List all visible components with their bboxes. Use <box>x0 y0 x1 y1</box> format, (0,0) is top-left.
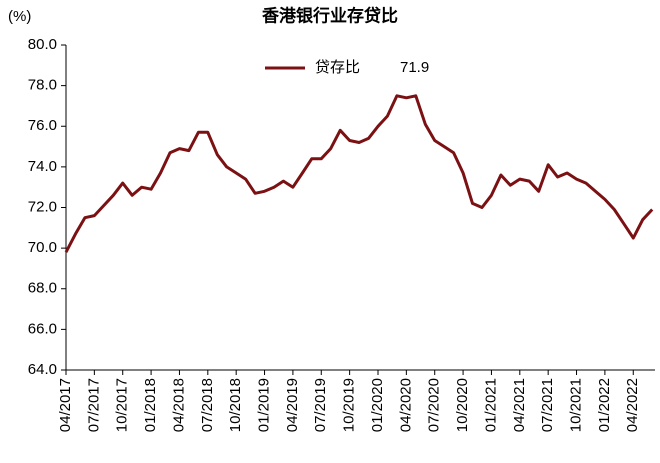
y-tick-label: 74.0 <box>28 158 57 175</box>
x-tick-label: 04/2019 <box>284 378 301 432</box>
x-tick-label: 01/2018 <box>142 378 159 432</box>
y-axis-label: (%) <box>8 8 31 25</box>
y-tick-label: 64.0 <box>28 361 57 378</box>
x-tick-label: 10/2017 <box>114 378 131 432</box>
x-tick-label: 10/2020 <box>454 378 471 432</box>
x-tick-label: 01/2019 <box>256 378 273 432</box>
chart-title: 香港银行业存贷比 <box>262 5 398 25</box>
y-tick-label: 66.0 <box>28 320 57 337</box>
y-tick-label: 76.0 <box>28 117 57 134</box>
x-tick-label: 10/2019 <box>341 378 358 432</box>
x-tick-label: 04/2020 <box>397 378 414 432</box>
x-tick-label: 04/2022 <box>624 378 641 432</box>
x-tick-label: 10/2021 <box>567 378 584 432</box>
x-tick-label: 01/2020 <box>369 378 386 432</box>
y-tick-label: 80.0 <box>28 36 57 53</box>
x-tick-label: 01/2022 <box>596 378 613 432</box>
x-tick-label: 01/2021 <box>482 378 499 432</box>
x-tick-label: 10/2018 <box>227 378 244 432</box>
legend-value: 71.9 <box>400 59 429 76</box>
y-tick-label: 68.0 <box>28 280 57 297</box>
y-tick-label: 70.0 <box>28 239 57 256</box>
y-tick-label: 78.0 <box>28 77 57 94</box>
x-tick-label: 07/2019 <box>312 378 329 432</box>
y-tick-label: 72.0 <box>28 198 57 215</box>
line-series <box>64 94 654 253</box>
x-tick-label: 07/2021 <box>539 378 556 432</box>
x-tick-label: 07/2018 <box>199 378 216 432</box>
x-tick-label: 07/2017 <box>85 378 102 432</box>
x-tick-label: 04/2017 <box>57 378 74 432</box>
x-tick-label: 04/2018 <box>170 378 187 432</box>
legend-label: 贷存比 <box>315 59 360 76</box>
x-tick-label: 04/2021 <box>511 378 528 432</box>
x-tick-label: 07/2020 <box>426 378 443 432</box>
